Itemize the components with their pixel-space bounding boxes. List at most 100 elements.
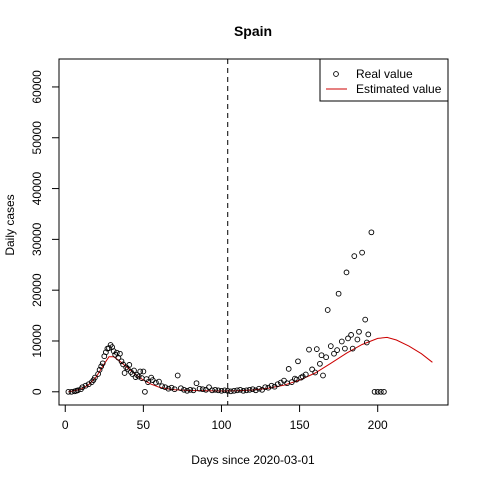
real-value-point bbox=[231, 387, 237, 394]
real-value-point bbox=[98, 363, 105, 370]
real-value-point bbox=[274, 381, 281, 388]
real-value-point bbox=[268, 382, 275, 389]
real-value-point bbox=[117, 350, 123, 357]
real-value-point bbox=[359, 249, 365, 256]
real-value-point bbox=[237, 386, 244, 393]
estimated-value-line bbox=[68, 336, 433, 393]
real-value-point bbox=[126, 362, 133, 368]
real-value-point bbox=[79, 384, 86, 391]
real-value-point bbox=[298, 374, 304, 381]
legend-real-label: Real value bbox=[356, 67, 413, 81]
real-value-point bbox=[162, 384, 169, 391]
real-value-point bbox=[215, 387, 222, 394]
y-tick-label: 50000 bbox=[30, 121, 44, 155]
real-value-point bbox=[137, 368, 144, 375]
real-value-point bbox=[288, 379, 295, 385]
real-value-point bbox=[203, 386, 209, 393]
real-value-point bbox=[374, 388, 381, 395]
real-value-point bbox=[345, 335, 351, 342]
x-tick-label: 50 bbox=[137, 418, 151, 432]
real-value-point bbox=[153, 379, 159, 386]
legend-real-marker bbox=[333, 71, 339, 77]
real-value-point bbox=[171, 386, 178, 393]
real-value-point bbox=[259, 386, 265, 393]
real-value-point bbox=[193, 380, 200, 387]
real-value-point bbox=[351, 253, 358, 259]
real-value-point bbox=[234, 387, 240, 394]
real-value-point bbox=[324, 307, 331, 313]
real-value-point bbox=[365, 331, 372, 338]
real-value-point bbox=[110, 348, 117, 354]
real-value-point bbox=[165, 385, 172, 392]
y-tick-label: 60000 bbox=[30, 70, 44, 104]
real-value-point bbox=[145, 379, 151, 385]
real-value-point bbox=[252, 387, 259, 394]
y-tick-label: 10000 bbox=[30, 324, 44, 358]
y-tick-label: 0 bbox=[30, 388, 44, 395]
x-axis-label: Days since 2020-03-01 bbox=[191, 453, 315, 467]
real-value-point bbox=[293, 376, 300, 383]
real-value-point bbox=[103, 349, 109, 356]
real-value-point bbox=[96, 367, 103, 373]
real-value-point bbox=[368, 229, 375, 236]
real-value-point bbox=[106, 345, 112, 351]
real-value-point bbox=[92, 374, 98, 381]
real-value-point bbox=[131, 367, 137, 374]
real-value-point bbox=[135, 373, 142, 380]
real-value-point bbox=[190, 387, 197, 394]
real-value-point bbox=[256, 385, 262, 392]
real-value-point bbox=[343, 269, 350, 276]
real-value-point bbox=[134, 372, 140, 378]
real-value-point bbox=[317, 360, 323, 367]
real-value-point bbox=[312, 369, 319, 376]
real-value-point bbox=[181, 386, 187, 393]
real-value-point bbox=[356, 328, 362, 335]
real-value-point bbox=[371, 388, 378, 395]
real-value-point bbox=[209, 387, 215, 394]
real-value-point bbox=[174, 372, 181, 379]
plot-frame bbox=[58, 58, 449, 406]
real-value-point bbox=[335, 290, 342, 297]
real-value-point bbox=[184, 387, 190, 394]
real-value-point bbox=[363, 339, 370, 346]
real-value-point bbox=[327, 343, 334, 349]
real-value-point bbox=[159, 383, 165, 390]
real-value-point bbox=[118, 358, 125, 365]
real-value-point bbox=[349, 345, 356, 352]
real-value-point bbox=[331, 350, 337, 357]
real-value-point bbox=[320, 372, 326, 379]
real-value-point bbox=[377, 388, 384, 395]
real-value-point bbox=[99, 360, 106, 367]
real-value-point bbox=[338, 338, 345, 345]
real-value-point bbox=[342, 345, 348, 352]
real-value-point bbox=[199, 386, 206, 393]
real-value-point bbox=[318, 352, 325, 359]
real-value-point bbox=[196, 385, 203, 392]
real-value-point bbox=[142, 388, 148, 395]
chart-title: Spain bbox=[234, 23, 272, 39]
real-value-point bbox=[65, 388, 72, 395]
real-value-point bbox=[121, 370, 128, 376]
real-value-point bbox=[381, 388, 387, 395]
x-tick-label: 200 bbox=[368, 418, 388, 432]
real-value-point bbox=[285, 366, 292, 372]
real-value-point bbox=[224, 387, 231, 394]
real-value-point bbox=[212, 386, 219, 393]
x-tick-label: 100 bbox=[211, 418, 231, 432]
real-value-point bbox=[168, 384, 175, 391]
real-value-point bbox=[302, 371, 309, 378]
real-value-point bbox=[323, 354, 329, 361]
y-tick-label: 20000 bbox=[30, 273, 44, 307]
real-value-point bbox=[243, 387, 250, 394]
real-value-point bbox=[156, 378, 162, 385]
real-value-point bbox=[82, 382, 89, 389]
real-value-point bbox=[262, 384, 269, 391]
y-axis-label: Daily cases bbox=[3, 194, 17, 255]
real-value-point bbox=[354, 336, 361, 343]
real-value-point bbox=[227, 388, 234, 395]
real-value-point bbox=[306, 346, 312, 353]
real-value-point bbox=[334, 347, 340, 353]
